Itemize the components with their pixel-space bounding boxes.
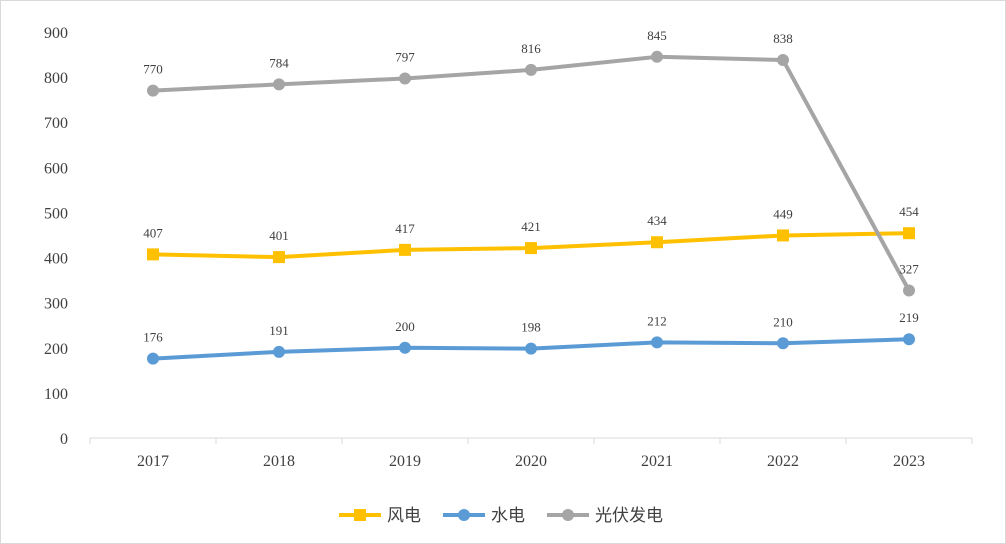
data-point-marker [903, 333, 915, 346]
legend-label: 风电 [387, 506, 421, 526]
data-label: 770 [143, 62, 163, 77]
data-label: 191 [269, 323, 289, 338]
data-label: 454 [899, 204, 919, 219]
data-point-marker [147, 352, 159, 365]
data-point-marker [777, 229, 789, 242]
y-tick-label: 500 [44, 205, 68, 222]
legend-marker [354, 509, 366, 521]
y-tick-label: 700 [44, 115, 68, 132]
data-label: 784 [269, 55, 289, 70]
data-point-marker [651, 236, 663, 249]
legend-label: 光伏发电 [595, 506, 663, 526]
data-point-marker [273, 251, 285, 264]
y-tick-label: 600 [44, 160, 68, 177]
data-label: 417 [395, 221, 415, 236]
data-point-marker [525, 342, 537, 355]
x-tick-label: 2020 [515, 453, 547, 470]
data-point-marker [399, 72, 411, 85]
y-tick-label: 100 [44, 386, 68, 403]
data-label: 212 [647, 313, 667, 328]
data-label: 200 [395, 319, 415, 334]
data-label: 797 [395, 49, 415, 64]
data-label: 210 [773, 314, 793, 329]
data-point-marker [399, 243, 411, 256]
legend-label: 水电 [491, 506, 525, 526]
y-tick-label: 300 [44, 296, 68, 313]
legend-marker [458, 509, 470, 521]
data-label: 219 [899, 310, 919, 325]
data-label: 449 [773, 206, 793, 221]
data-label: 434 [647, 213, 667, 228]
y-tick-label: 0 [60, 431, 68, 448]
data-label: 327 [899, 261, 919, 276]
data-point-marker [903, 227, 915, 240]
data-point-marker [525, 63, 537, 76]
data-point-marker [399, 341, 411, 354]
x-tick-label: 2019 [389, 453, 421, 470]
data-point-marker [903, 284, 915, 297]
data-label: 407 [143, 225, 163, 240]
data-label: 421 [521, 219, 541, 234]
x-tick-label: 2018 [263, 453, 295, 470]
data-point-marker [651, 336, 663, 349]
data-point-marker [273, 78, 285, 91]
data-label: 401 [269, 228, 289, 243]
legend-marker [562, 509, 574, 521]
data-label: 838 [773, 31, 793, 46]
x-tick-label: 2021 [641, 453, 673, 470]
y-tick-label: 800 [44, 70, 68, 87]
y-tick-label: 900 [44, 25, 68, 42]
data-point-marker [147, 84, 159, 97]
data-point-marker [147, 248, 159, 261]
x-tick-label: 2017 [137, 453, 169, 470]
data-label: 198 [521, 320, 541, 335]
data-point-marker [777, 53, 789, 66]
data-point-marker [525, 242, 537, 255]
y-tick-label: 400 [44, 251, 68, 268]
data-point-marker [651, 50, 663, 63]
x-tick-label: 2023 [893, 453, 925, 470]
y-tick-label: 200 [44, 341, 68, 358]
data-point-marker [777, 337, 789, 350]
data-label: 816 [521, 41, 541, 56]
data-point-marker [273, 345, 285, 358]
data-label: 845 [647, 28, 667, 43]
data-label: 176 [143, 330, 163, 345]
x-tick-label: 2022 [767, 453, 799, 470]
